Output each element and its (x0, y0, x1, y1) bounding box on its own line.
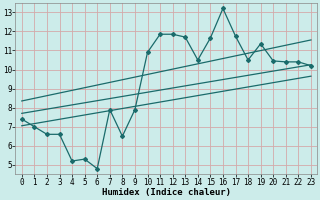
X-axis label: Humidex (Indice chaleur): Humidex (Indice chaleur) (102, 188, 231, 197)
